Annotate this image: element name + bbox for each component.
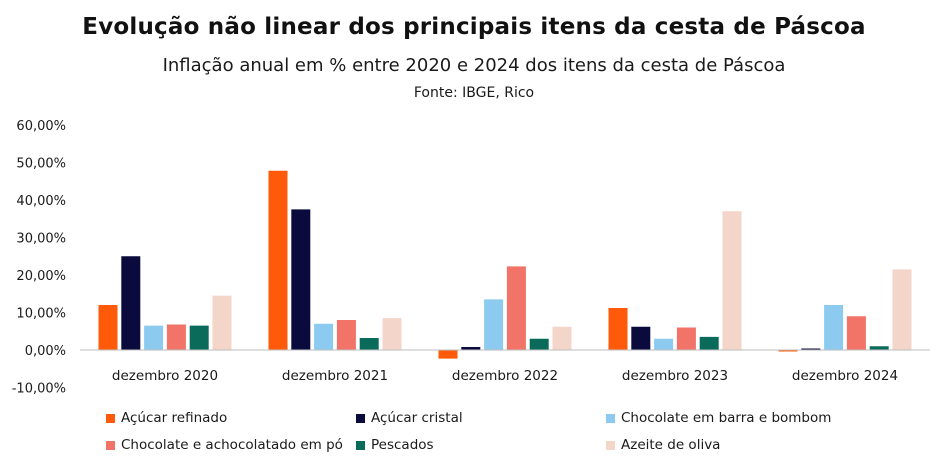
y-tick-label: 20,00% <box>16 269 66 284</box>
legend-item: Chocolate em barra e bombom <box>606 410 866 426</box>
bar-3-4 <box>846 316 866 350</box>
bar-0-2 <box>438 350 458 359</box>
legend-label: Açúcar refinado <box>121 410 228 426</box>
legend-item: Chocolate e achocolatado em pó <box>106 437 356 453</box>
x-tick-label: dezembro 2023 <box>622 368 728 384</box>
y-axis: -10,00% 0,00% 10,00% 20,00% 30,00% 40,00% 50,0… <box>12 119 66 397</box>
bar-3-2 <box>506 266 526 351</box>
bar-1-0 <box>121 256 141 350</box>
x-tick-label: dezembro 2024 <box>792 368 898 384</box>
bar-0-3 <box>608 308 628 350</box>
x-tick-label: dezembro 2020 <box>112 368 218 384</box>
y-tick-label: 40,00% <box>16 194 66 209</box>
bar-2-0 <box>144 325 164 351</box>
legend-swatch <box>106 440 115 450</box>
legend-label: Azeite de oliva <box>621 437 721 453</box>
bar-3-3 <box>676 327 696 350</box>
chart-legend: Açúcar refinado Açúcar cristal Chocolate e… <box>106 410 866 453</box>
bar-0-4 <box>778 350 798 352</box>
y-tick-label: 30,00% <box>16 232 66 247</box>
bar-0-0 <box>98 305 118 350</box>
legend-swatch <box>356 413 365 423</box>
bar-1-1 <box>291 209 311 351</box>
bar-3-1 <box>336 320 356 350</box>
bar-series-group <box>98 170 912 359</box>
bar-2-3 <box>654 338 674 350</box>
bar-2-4 <box>824 305 844 350</box>
bar-5-4 <box>892 269 912 351</box>
bar-5-0 <box>212 295 232 351</box>
y-tick-label: 10,00% <box>16 307 66 322</box>
bar-4-0 <box>189 325 209 351</box>
bar-1-2 <box>461 347 481 350</box>
bar-4-2 <box>529 338 549 350</box>
bar-1-3 <box>631 326 651 350</box>
legend-label: Chocolate em barra e bombom <box>621 410 832 426</box>
bar-2-1 <box>314 323 334 350</box>
bar-4-1 <box>359 338 379 350</box>
legend-label: Açúcar cristal <box>371 410 463 426</box>
x-axis: dezembro 2020 dezembro 2021 dezembro 2022 d… <box>112 368 898 384</box>
y-tick-label: 60,00% <box>16 119 66 134</box>
chart-subtitle: Inflação anual em % entre 2020 e 2024 do… <box>162 55 786 76</box>
x-tick-label: dezembro 2022 <box>452 368 558 384</box>
legend-item: Açúcar cristal <box>356 410 606 426</box>
bar-5-2 <box>552 326 572 350</box>
bar-4-3 <box>699 336 719 351</box>
bar-3-0 <box>166 324 186 350</box>
legend-label: Chocolate e achocolatado em pó <box>121 437 343 453</box>
bar-0-1 <box>268 170 288 350</box>
bar-5-3 <box>722 211 742 350</box>
legend-item: Açúcar refinado <box>106 410 356 426</box>
legend-swatch <box>606 413 615 423</box>
legend-swatch <box>356 440 365 450</box>
legend-swatch <box>106 413 115 423</box>
legend-label: Pescados <box>371 437 434 453</box>
bar-5-1 <box>382 318 402 351</box>
bar-2-2 <box>484 299 504 351</box>
y-tick-label: 50,00% <box>16 157 66 172</box>
bar-4-4 <box>869 346 889 350</box>
bar-1-4 <box>801 348 821 350</box>
chart-title: Evolução não linear dos principais itens… <box>82 14 866 40</box>
legend-item: Pescados <box>356 437 606 453</box>
y-tick-label: -10,00% <box>12 382 66 397</box>
legend-item: Azeite de oliva <box>606 437 866 453</box>
chart-source: Fonte: IBGE, Rico <box>413 85 535 101</box>
legend-swatch <box>606 440 615 450</box>
y-tick-label: 0,00% <box>25 344 66 359</box>
x-tick-label: dezembro 2021 <box>282 368 388 384</box>
